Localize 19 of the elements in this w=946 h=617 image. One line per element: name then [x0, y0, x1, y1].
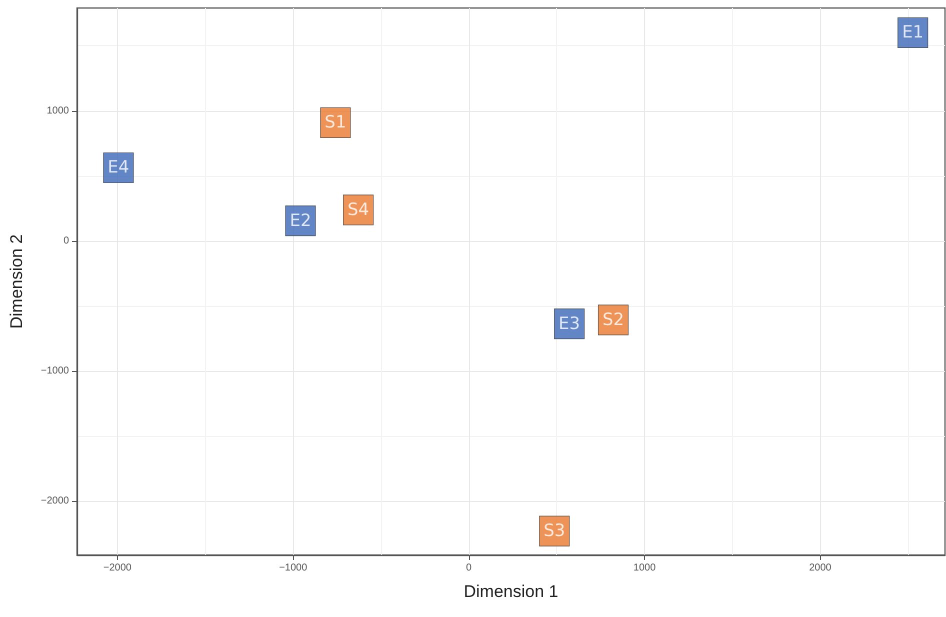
x-axis-title: Dimension 1	[464, 582, 558, 601]
y-tick-label: −2000	[40, 496, 70, 507]
annotation: S2	[602, 310, 624, 330]
x-tick-label: 1000	[633, 562, 656, 574]
x-tick-label: −1000	[279, 562, 308, 574]
y-tick-label: 0	[63, 235, 70, 246]
annotation: S4	[348, 200, 370, 220]
y-tick-label: 1000	[46, 105, 70, 116]
x-tick-label: 2000	[809, 562, 832, 574]
annotation: E1	[902, 22, 924, 43]
y-tick-label: −1000	[40, 365, 70, 376]
x-tick-label: 0	[466, 562, 472, 574]
annotation: S3	[544, 521, 566, 542]
x-tick-label: −2000	[103, 562, 132, 574]
annotation: S1	[324, 112, 346, 133]
annotation: E3	[558, 314, 580, 334]
annotation: E2	[290, 210, 312, 231]
annotation: E4	[108, 158, 130, 178]
y-axis-title: Dimension 2	[7, 234, 26, 329]
